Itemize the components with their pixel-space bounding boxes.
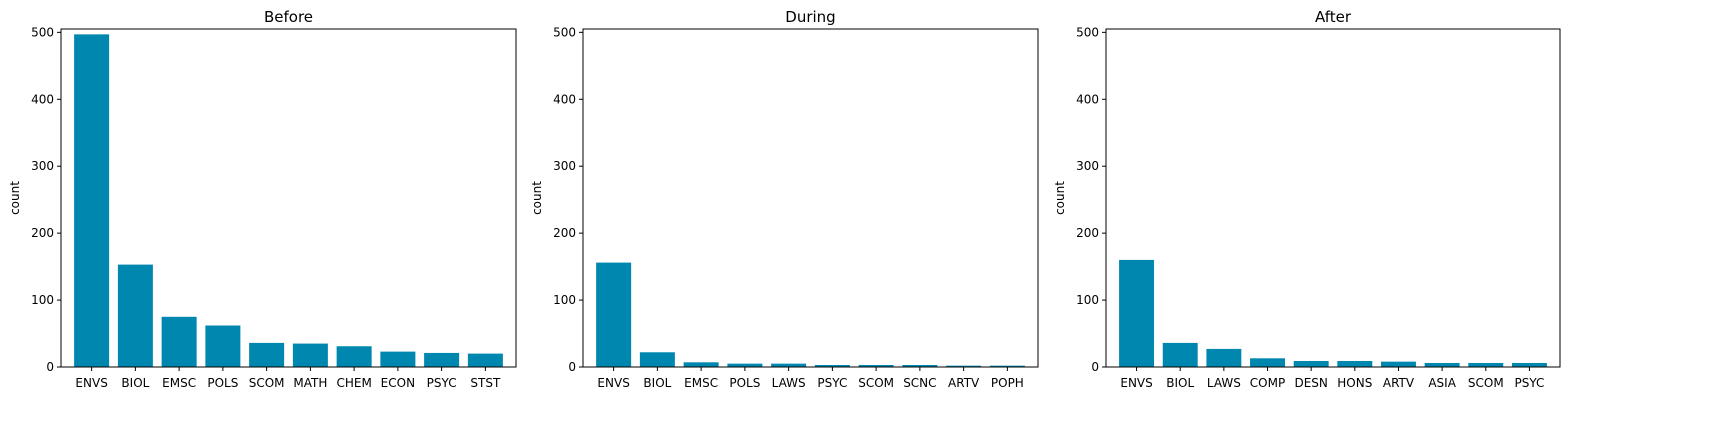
y-axis-label: count: [530, 181, 544, 215]
y-tick-label: 400: [1076, 92, 1099, 106]
x-tick-label: BIOL: [643, 376, 671, 390]
bar-biol: [639, 352, 675, 367]
bar-psyc: [424, 352, 460, 367]
bar-biol: [1162, 342, 1198, 367]
x-tick-label: POLS: [729, 376, 760, 390]
plot-frame: [60, 28, 517, 368]
bar-stst: [467, 353, 503, 367]
bar-poph: [989, 365, 1025, 367]
y-tick-label: 100: [1076, 293, 1099, 307]
bar-scom: [249, 342, 285, 367]
y-tick-label: 500: [553, 25, 576, 39]
bar-envs: [74, 34, 110, 367]
y-tick-label: 0: [46, 360, 54, 374]
x-tick-label: EMSC: [684, 376, 718, 390]
y-tick-label: 300: [31, 159, 54, 173]
y-tick-label: 200: [1076, 226, 1099, 240]
x-tick-label: ENVS: [75, 376, 107, 390]
x-tick-label: ENVS: [597, 376, 629, 390]
bar-artv: [1381, 361, 1416, 367]
x-tick-label: COMP: [1250, 376, 1285, 390]
x-tick-label: PSYC: [817, 376, 847, 390]
x-tick-label: STST: [470, 376, 501, 390]
x-tick-label: SCNC: [903, 376, 936, 390]
y-tick-label: 100: [553, 293, 576, 307]
x-tick-label: PSYC: [1514, 376, 1544, 390]
bar-chem: [336, 346, 372, 367]
plot-frame: [1105, 28, 1561, 368]
x-tick-label: SCOM: [249, 376, 285, 390]
x-tick-label: SCOM: [1468, 376, 1504, 390]
y-axis-label: count: [1053, 181, 1067, 215]
bar-laws: [1206, 348, 1242, 367]
bar-biol: [117, 264, 153, 367]
chart-panel-before: ENVS BIOL EMSC POLS SCOM MATH CHEM ECON PSYC STST…: [8, 8, 517, 390]
x-tick-label: PSYC: [427, 376, 457, 390]
bar-envs: [596, 262, 632, 367]
x-tick-label: POPH: [991, 376, 1024, 390]
x-tick-label: ENVS: [1120, 376, 1152, 390]
bar-emsc: [161, 316, 197, 367]
bar-artv: [946, 365, 982, 367]
bar-laws: [771, 363, 807, 367]
y-tick-label: 400: [31, 92, 54, 106]
chart-title: Before: [264, 8, 313, 26]
x-tick-label: ASIA: [1428, 376, 1456, 390]
y-tick-label: 200: [31, 226, 54, 240]
chart-title: After: [1315, 8, 1352, 26]
bar-envs: [1119, 259, 1155, 367]
y-tick-label: 0: [1091, 360, 1099, 374]
y-tick-label: 400: [553, 92, 576, 106]
bar-comp: [1250, 358, 1285, 367]
y-tick-label: 500: [31, 25, 54, 39]
bar-asia: [1424, 362, 1460, 367]
y-axis-label: count: [8, 181, 22, 215]
x-tick-label: ARTV: [1383, 376, 1415, 390]
y-tick-label: 300: [1076, 159, 1099, 173]
bar-pols: [205, 325, 241, 367]
y-tick-label: 100: [31, 293, 54, 307]
x-tick-label: CHEM: [336, 376, 371, 390]
bar-pols: [727, 363, 763, 367]
chart-title: During: [785, 8, 835, 26]
x-tick-label: BIOL: [1166, 376, 1194, 390]
y-tick-label: 0: [568, 360, 576, 374]
bar-desn: [1293, 360, 1329, 367]
bar-psyc: [814, 364, 850, 367]
bar-econ: [380, 351, 416, 367]
bar-scnc: [902, 364, 938, 367]
x-tick-label: DESN: [1294, 376, 1327, 390]
chart-panel-after: ENVS BIOL LAWS COMP DESN HONS ARTV ASIA SCOM PSYC…: [1053, 8, 1561, 390]
y-tick-label: 500: [1076, 25, 1099, 39]
x-tick-label: MATH: [293, 376, 327, 390]
bar-hons: [1337, 360, 1373, 367]
bar-emsc: [683, 362, 719, 367]
x-tick-label: ECON: [381, 376, 415, 390]
bar-psyc: [1511, 362, 1547, 367]
y-tick-label: 200: [553, 226, 576, 240]
bar-math: [292, 343, 328, 367]
y-tick-label: 300: [553, 159, 576, 173]
plot-frame: [582, 28, 1039, 368]
x-tick-label: POLS: [207, 376, 238, 390]
x-tick-label: SCOM: [858, 376, 894, 390]
bar-scom: [858, 364, 894, 367]
x-tick-label: BIOL: [121, 376, 149, 390]
x-tick-label: ARTV: [948, 376, 980, 390]
chart-panel-during: ENVS BIOL EMSC POLS LAWS PSYC SCOM SCNC ARTV POPH…: [530, 8, 1039, 390]
x-tick-label: EMSC: [162, 376, 196, 390]
x-tick-label: LAWS: [1207, 376, 1241, 390]
x-tick-label: LAWS: [772, 376, 806, 390]
x-tick-label: HONS: [1337, 376, 1372, 390]
bar-scom: [1468, 362, 1504, 367]
